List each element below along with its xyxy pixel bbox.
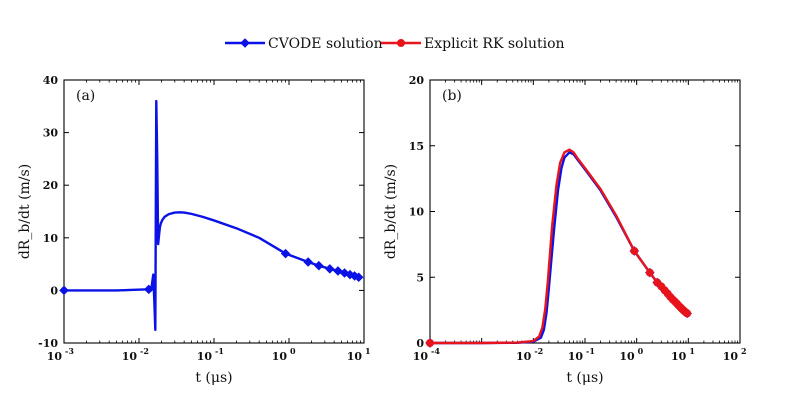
y-axis-label: dR_b/dt (m/s) xyxy=(17,164,33,259)
y-tick-label: 20 xyxy=(43,179,59,192)
x-tick-label: 10 xyxy=(723,350,739,363)
x-tick-exponent: 1 xyxy=(689,346,695,356)
y-tick-label: 5 xyxy=(416,271,424,284)
y-tick-label: 0 xyxy=(416,337,424,350)
y-axis-label: dR_b/dt (m/s) xyxy=(383,164,399,259)
x-tick-label: 10 xyxy=(568,350,584,363)
series-line xyxy=(62,99,360,332)
series-cvode-solution xyxy=(425,151,692,348)
legend-marker xyxy=(240,38,250,48)
data-point xyxy=(325,264,335,274)
axes-frame xyxy=(63,79,365,344)
data-point xyxy=(630,246,639,255)
x-tick-label: 10 xyxy=(122,350,138,363)
x-tick-label: 10 xyxy=(347,350,363,363)
series-cvode-solution xyxy=(59,99,364,332)
x-tick-label: 10 xyxy=(197,350,213,363)
y-tick-label: 10 xyxy=(43,232,59,245)
x-tick-label: 10 xyxy=(47,350,63,363)
legend-marker xyxy=(396,39,405,48)
x-tick-exponent: 1 xyxy=(365,346,371,356)
y-tick-label: 30 xyxy=(43,127,59,140)
x-tick-exponent: 0 xyxy=(290,346,296,356)
legend-label: Explicit RK solution xyxy=(424,36,565,52)
legend: CVODE solution Explicit RK solution xyxy=(225,36,565,52)
x-tick-exponent: 0 xyxy=(638,346,644,356)
y-tick-label: 15 xyxy=(409,140,424,153)
series-line xyxy=(428,151,689,345)
y-tick-label: -10 xyxy=(38,337,58,350)
y-tick-label: 40 xyxy=(43,74,59,87)
axes-frame xyxy=(429,79,741,344)
x-tick-exponent: -3 xyxy=(65,346,74,356)
x-axis-label: t (μs) xyxy=(195,370,232,386)
x-tick-exponent: -2 xyxy=(140,346,149,356)
data-point xyxy=(280,248,291,259)
legend-label: CVODE solution xyxy=(268,36,383,52)
x-tick-label: 10 xyxy=(619,350,635,363)
x-tick-label: 10 xyxy=(671,350,687,363)
y-tick-label: 10 xyxy=(409,206,425,219)
data-point xyxy=(144,284,154,295)
data-point xyxy=(683,309,692,318)
panel-label: (a) xyxy=(76,88,95,104)
x-tick-exponent: -2 xyxy=(534,346,543,356)
x-tick-label: 10 xyxy=(516,350,532,363)
x-tick-exponent: -1 xyxy=(586,346,595,356)
x-tick-label: 10 xyxy=(272,350,288,363)
data-point xyxy=(314,260,324,271)
y-tick-label: 20 xyxy=(409,74,425,87)
y-tick-label: 0 xyxy=(50,284,58,297)
data-point xyxy=(59,285,69,296)
data-point xyxy=(303,257,313,267)
x-axis-label: t (μs) xyxy=(566,370,603,386)
x-tick-label: 10 xyxy=(413,350,429,363)
x-tick-exponent: -1 xyxy=(215,346,224,356)
data-point xyxy=(645,268,654,277)
x-tick-exponent: 2 xyxy=(741,346,747,356)
legend-entry: Explicit RK solution xyxy=(381,36,565,52)
series-line xyxy=(428,148,689,345)
x-tick-exponent: -4 xyxy=(431,346,440,356)
data-point xyxy=(425,338,434,347)
data-point xyxy=(353,272,364,283)
series-explicit-rk-solution xyxy=(425,148,692,347)
legend-entry: CVODE solution xyxy=(225,36,383,52)
panel-label: (b) xyxy=(442,88,462,104)
